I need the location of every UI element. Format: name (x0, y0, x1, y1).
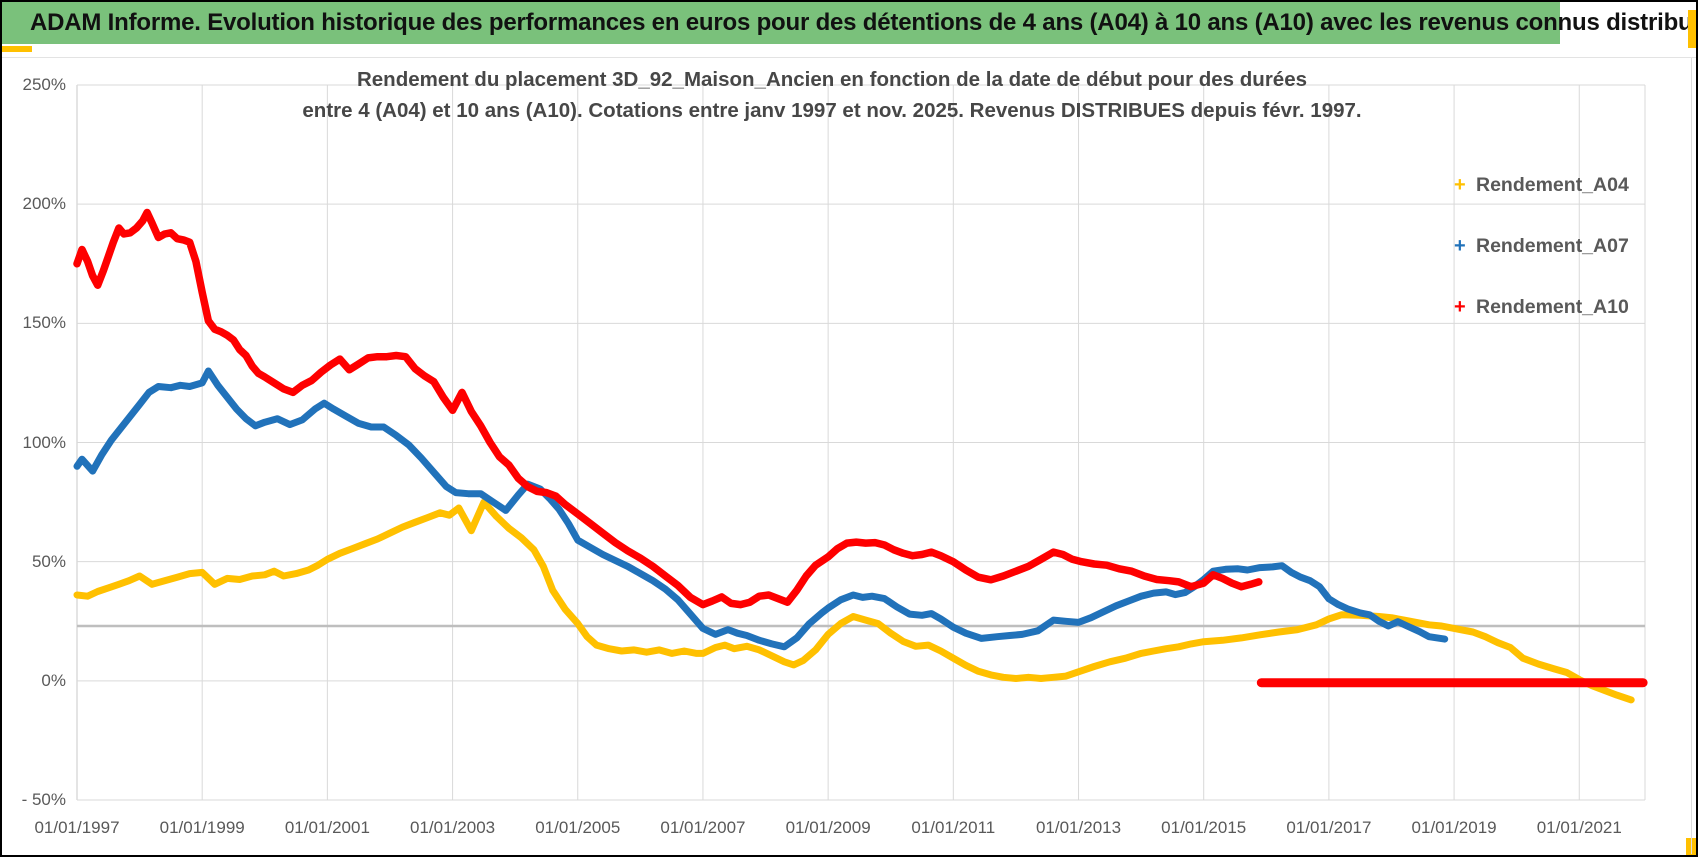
x-tick-label: 01/01/1997 (34, 818, 120, 837)
x-tick-label: 01/01/2007 (660, 818, 746, 837)
divider (2, 57, 1696, 58)
legend-label: Rendement_A07 (1476, 234, 1629, 257)
legend-item-rendement_a04[interactable]: + Rendement_A04 (1454, 172, 1629, 198)
x-tick-label: 01/01/2003 (410, 818, 496, 837)
chart-title-line1: Rendement du placement 3D_92_Maison_Anci… (356, 68, 1308, 91)
header-bar: ADAM Informe. Evolution historique des p… (2, 2, 1696, 44)
x-tick-label: 01/01/1999 (159, 818, 245, 837)
y-tick-label: - 50% (21, 790, 66, 809)
y-tick-label: 0% (41, 670, 66, 690)
x-tick-label: 01/01/2011 (911, 818, 996, 837)
legend-marker-icon: + (1454, 295, 1466, 318)
x-tick-label: 01/01/2009 (785, 818, 871, 837)
chart-title-line2: entre 4 (A04) et 10 ans (A10). Cotations… (302, 99, 1362, 122)
legend-label: Rendement_A10 (1476, 295, 1629, 318)
chart-title: Rendement du placement 3D_92_Maison_Anci… (232, 64, 1432, 126)
chart-border (1691, 58, 1692, 854)
legend-item-rendement_a10[interactable]: + Rendement_A10 (1454, 294, 1629, 320)
legend-item-rendement_a07[interactable]: + Rendement_A07 (1454, 233, 1629, 259)
series-Rendement_A07 (73, 367, 1449, 651)
y-tick-label: 100% (22, 432, 66, 452)
series-Rendement_A10 (73, 208, 1263, 609)
legend-marker-icon: + (1454, 173, 1466, 196)
selection-handle-left (2, 46, 32, 52)
x-tick-label: 01/01/2015 (1161, 818, 1247, 837)
series-Rendement_A04 (73, 498, 1635, 704)
x-tick-label: 01/01/2021 (1536, 818, 1622, 837)
y-tick-label: 250% (22, 75, 66, 94)
selection-handle-top-right (1688, 10, 1696, 48)
x-tick-label: 01/01/2019 (1411, 818, 1497, 837)
legend-label: Rendement_A04 (1476, 173, 1629, 196)
y-tick-label: 200% (22, 194, 66, 214)
y-tick-label: 50% (31, 551, 66, 571)
header-title: ADAM Informe. Evolution historique des p… (30, 9, 1698, 36)
x-tick-label: 01/01/2013 (1035, 818, 1122, 837)
x-tick-label: 01/01/2017 (1286, 818, 1372, 837)
legend-marker-icon: + (1454, 234, 1466, 257)
y-tick-label: 150% (22, 313, 66, 333)
x-tick-label: 01/01/2001 (284, 818, 370, 837)
x-tick-label: 01/01/2005 (535, 818, 621, 837)
